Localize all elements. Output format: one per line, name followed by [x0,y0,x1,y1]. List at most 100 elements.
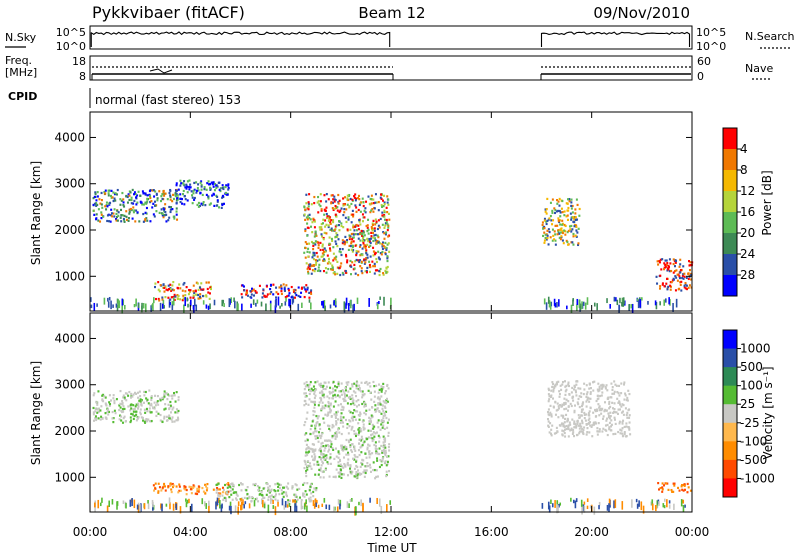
echo-cell [376,227,379,231]
echo-cell [578,214,581,217]
echo-cell [94,192,97,196]
echo-cell [154,404,157,407]
echo-cell [664,259,667,262]
echo-cell [366,224,369,227]
echo-cell [337,223,340,227]
echo-cell [314,243,317,246]
echo-cell [348,409,351,413]
scatter-mark [147,500,149,504]
scatter-mark [548,505,551,513]
echo-cell [349,411,352,414]
echo-cell [306,286,309,289]
scatter-mark [107,297,109,302]
echo-cell [317,404,320,407]
power-echo-region [92,179,694,302]
echo-cell [553,384,556,387]
echo-cell [292,290,295,293]
echo-cell [570,427,573,430]
echo-cell [556,430,559,433]
echo-cell [338,431,341,434]
echo-cell [386,211,389,214]
echo-cell [589,387,592,390]
echo-cell [629,433,632,436]
echo-cell [216,185,219,188]
echo-cell [277,485,280,488]
echo-cell [265,295,268,298]
scatter-mark [184,297,187,307]
echo-cell [122,405,125,408]
echo-cell [578,430,581,433]
echo-cell [274,498,277,501]
echo-cell [172,193,175,196]
echo-cell [355,258,358,262]
echo-cell [346,426,349,430]
echo-cell [113,197,116,200]
echo-cell [361,444,364,447]
echo-cell [545,212,548,215]
echo-cell [332,390,335,393]
scatter-mark [386,504,388,512]
echo-cell [101,206,104,209]
echo-cell [109,220,112,223]
echo-cell [224,499,227,502]
echo-cell [333,229,336,232]
echo-cell [350,417,353,420]
echo-cell [570,404,573,408]
echo-cell [588,400,591,403]
echo-cell [328,424,331,428]
echo-cell [544,208,547,211]
echo-cell [136,211,139,214]
echo-cell [314,435,317,438]
echo-cell [107,192,110,195]
echo-cell [349,402,352,406]
echo-cell [578,207,581,211]
echo-cell [614,422,617,426]
echo-cell [543,225,546,229]
echo-cell [129,191,132,194]
scatter-mark [559,502,562,506]
echo-cell [114,192,117,195]
echo-cell [339,463,342,466]
echo-cell [323,454,326,457]
scatter-mark [574,500,577,509]
scatter-mark [572,298,574,302]
echo-cell [590,425,593,429]
echo-cell [377,403,380,406]
echo-cell [325,456,328,460]
colorbar-tick-label: 500 [740,360,763,374]
echo-cell [339,421,342,424]
echo-cell [131,395,134,398]
echo-cell [589,392,592,396]
echo-cell [199,286,202,289]
echo-cell [673,265,676,268]
echo-cell [347,194,350,197]
echo-cell [314,430,317,433]
echo-cell [588,431,591,434]
echo-cell [201,294,204,298]
echo-cell [279,483,282,487]
scatter-mark [139,504,141,514]
echo-cell [303,433,306,436]
echo-cell [312,389,315,392]
echo-cell [99,418,102,421]
echo-cell [169,210,172,214]
echo-cell [589,421,592,424]
echo-cell [355,473,358,476]
echo-cell [122,201,125,204]
echo-cell [610,425,613,428]
scatter-mark [228,298,231,308]
echo-cell [258,486,261,489]
echo-cell [313,457,316,460]
scatter-mark [277,296,280,306]
echo-cell [327,260,330,263]
echo-cell [613,402,616,405]
echo-cell [281,486,284,489]
echo-cell [369,385,372,388]
scatter-mark [586,505,589,510]
echo-cell [573,409,576,412]
echo-cell [380,385,383,388]
echo-cell [577,424,580,427]
echo-cell [295,484,298,487]
echo-cell [565,398,568,401]
echo-cell [570,204,573,208]
